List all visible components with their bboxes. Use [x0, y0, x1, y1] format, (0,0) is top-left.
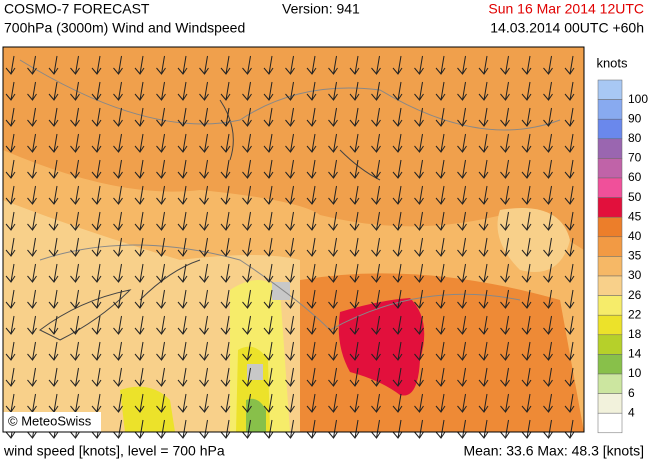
- legend-label: 40: [628, 229, 642, 243]
- zone-45: [338, 298, 425, 396]
- legend-label: 45: [628, 209, 642, 223]
- legend-label: 50: [628, 190, 642, 204]
- legend-label: 14: [628, 347, 642, 361]
- legend-swatch: [597, 393, 623, 414]
- arrow-field: [5, 55, 575, 439]
- legend-label: 4: [628, 405, 635, 419]
- legend-label: 70: [628, 151, 642, 165]
- legend-label: 6: [628, 386, 635, 400]
- wind-arrows: [5, 55, 575, 439]
- legend-swatch: [597, 354, 623, 375]
- grey-cell: [272, 282, 290, 300]
- legend-swatch: [597, 256, 623, 277]
- map-frame: [2, 46, 585, 433]
- legend-swatch: [597, 236, 623, 257]
- legend-label: 35: [628, 249, 642, 263]
- legend-swatch: [597, 412, 623, 434]
- legend-label: 30: [628, 268, 642, 282]
- legend-swatch: [597, 275, 623, 296]
- legend-swatch: [597, 138, 623, 159]
- legend-swatch: [597, 216, 623, 238]
- copyright: © MeteoSwiss: [8, 413, 92, 428]
- legend: 100 90 80 70 60 50 45 40 35 30 26 22 18 14 10 6 4: [597, 79, 648, 434]
- copyright-box: [3, 412, 101, 432]
- legend-label: 10: [628, 366, 642, 380]
- legend-swatch: [597, 373, 623, 394]
- legend-label: 90: [628, 111, 642, 125]
- legend-swatch: [597, 295, 623, 316]
- subtitle: 700hPa (3000m) Wind and Windspeed: [4, 20, 245, 36]
- legend-swatch: [597, 158, 623, 179]
- legend-label: 22: [628, 307, 642, 321]
- zone-18: [120, 386, 175, 432]
- legend-swatch: [597, 197, 623, 218]
- footer-left: wind speed [knots], level = 700 hPa: [3, 443, 225, 459]
- legend-swatch: [597, 99, 623, 120]
- legend-swatch: [597, 314, 623, 336]
- legend-title: knots: [596, 55, 628, 70]
- legend-swatch: [597, 177, 623, 198]
- legend-label: 18: [628, 327, 642, 341]
- run-time: 14.03.2014 00UTC +60h: [490, 20, 644, 36]
- grey-cell: [247, 364, 263, 380]
- legend-swatch: [597, 118, 623, 140]
- valid-time: Sun 16 Mar 2014 12UTC: [488, 1, 644, 17]
- version: Version: 941: [282, 1, 360, 17]
- lake-outlines: [39, 99, 381, 341]
- legend-swatch: [597, 334, 623, 355]
- legend-label: 60: [628, 170, 642, 184]
- legend-label: 80: [628, 131, 642, 145]
- legend-swatch: [597, 79, 623, 100]
- legend-label: 100: [628, 92, 648, 106]
- footer-right: Mean: 33.6 Max: 48.3 [knots]: [463, 443, 644, 459]
- map: © MeteoSwiss: [3, 47, 584, 439]
- title: COSMO-7 FORECAST: [4, 1, 150, 17]
- legend-label: 26: [628, 288, 642, 302]
- zone-26b: [497, 208, 570, 272]
